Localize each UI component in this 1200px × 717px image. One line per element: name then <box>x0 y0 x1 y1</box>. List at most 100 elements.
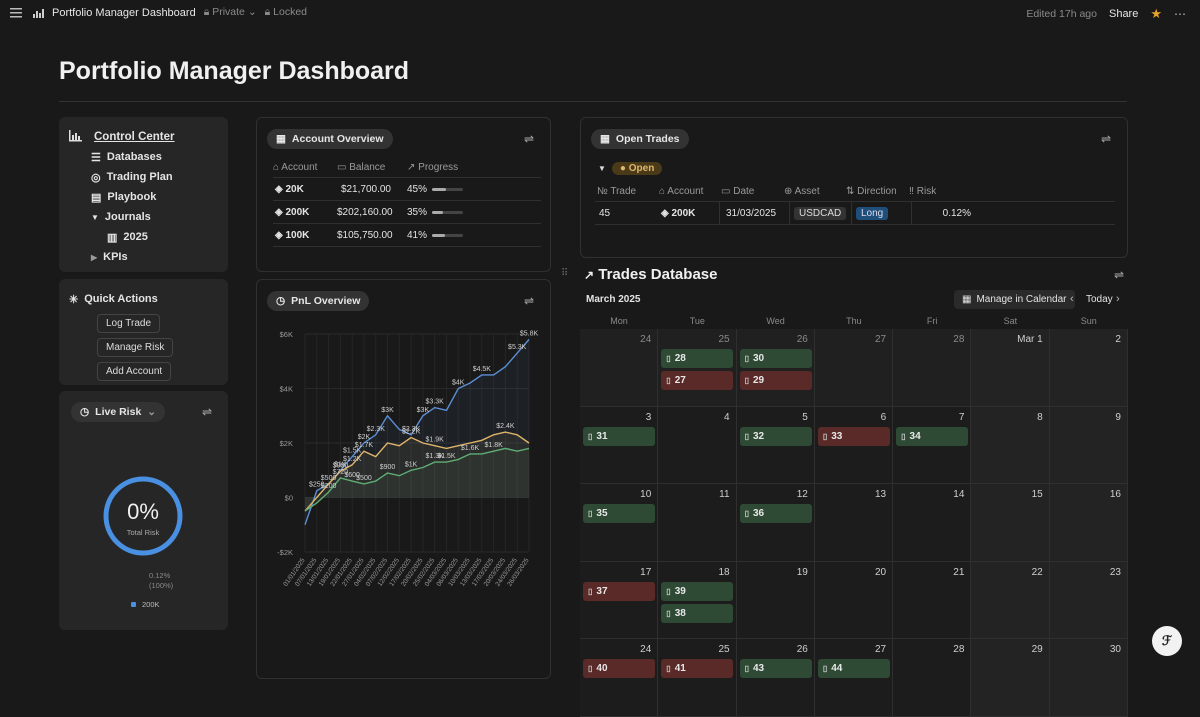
asset-chip: USDCAD <box>794 206 847 220</box>
trade-event-label: 35 <box>596 508 608 519</box>
nav-playbook[interactable]: ▤ Playbook <box>91 187 218 207</box>
trade-event[interactable]: ▯ 31 <box>583 426 655 446</box>
open-trades-pill[interactable]: ▦ Open Trades <box>591 129 689 149</box>
drag-handle-icon[interactable]: ⠿ <box>561 268 569 279</box>
help-button[interactable]: ℱ <box>1152 626 1182 656</box>
calendar-day[interactable]: 28 <box>893 639 972 717</box>
calendar-day[interactable]: 24 <box>580 329 659 407</box>
lock-status[interactable]: 🔒︎ Locked <box>264 6 307 18</box>
nav-label: Playbook <box>107 191 157 203</box>
breadcrumb-title[interactable]: Portfolio Manager Dashboard <box>52 6 196 19</box>
table-row[interactable]: ◈ 200K $202,160.00 35% <box>273 201 541 224</box>
nav-label: KPIs <box>103 251 128 263</box>
nav-journals[interactable]: ▼ Journals <box>91 207 218 227</box>
trade-event[interactable]: ▯ 39 <box>661 581 734 601</box>
triangle-down-icon: ▼ <box>598 164 606 173</box>
prev-month-button[interactable]: ‹ <box>1070 293 1074 305</box>
trade-event[interactable]: ▯ 32 <box>739 426 812 446</box>
data-label: $900 <box>380 464 396 471</box>
calendar-day[interactable]: 4 <box>658 406 737 484</box>
calendar-day[interactable]: 20 <box>814 561 894 639</box>
share-button[interactable]: Share <box>1108 8 1139 20</box>
trade-event[interactable]: ▯ 40 <box>583 659 655 678</box>
account-overview-label: Account Overview <box>291 133 384 145</box>
live-risk-label: Live Risk <box>95 406 142 418</box>
next-month-button[interactable]: › <box>1116 293 1120 305</box>
chart-icon <box>69 129 82 145</box>
trade-event[interactable]: ▯ 38 <box>661 603 734 623</box>
calendar-day[interactable]: 19 <box>736 561 815 639</box>
trade-event[interactable]: ▯ 44 <box>817 659 890 678</box>
calendar-day[interactable]: 2 <box>1049 329 1128 407</box>
progress-fill <box>432 187 446 191</box>
trade-event[interactable]: ▯ 30 <box>739 349 812 368</box>
table-row[interactable]: 45 ◈ 200K 31/03/2025 USDCAD Long 0.12% <box>595 201 1115 225</box>
group-open[interactable]: ▼ ● Open <box>598 162 663 175</box>
calendar-day[interactable]: 29 <box>971 639 1050 717</box>
calendar-day[interactable]: Mar 1 <box>971 329 1050 407</box>
trade-event[interactable]: ▯ 34 <box>896 426 969 446</box>
calendar-day[interactable]: 27 <box>814 329 894 407</box>
trades-db-heading[interactable]: ↗ Trades Database <box>584 266 717 283</box>
menu-icon[interactable] <box>10 7 24 19</box>
table-row[interactable]: ◈ 100K $105,750.00 41% <box>273 224 541 247</box>
calendar-day[interactable]: 15 <box>971 484 1050 562</box>
settings-icon[interactable]: ⇌ <box>201 405 212 419</box>
trade-event[interactable]: ▯ 37 <box>583 581 655 601</box>
trade-event[interactable]: ▯ 27 <box>661 371 734 390</box>
control-center-heading[interactable]: Control Center <box>69 127 218 147</box>
nav-trading-plan[interactable]: ◎ Trading Plan <box>91 167 218 187</box>
settings-icon[interactable]: ⇌ <box>1114 268 1125 282</box>
today-button[interactable]: Today <box>1086 294 1113 305</box>
trade-event[interactable]: ▯ 43 <box>739 659 812 678</box>
more-icon[interactable]: ⋯ <box>1174 7 1186 21</box>
nav-2025[interactable]: ▥ 2025 <box>107 227 218 247</box>
settings-icon[interactable]: ⇌ <box>523 132 534 146</box>
pnl-overview-pill[interactable]: ◷ PnL Overview <box>267 291 370 311</box>
trade-event[interactable]: ▯ 29 <box>739 371 812 390</box>
status-badge: ● Open <box>611 162 663 175</box>
cell-date: 31/03/2025 <box>719 201 789 225</box>
header-label: Date <box>733 186 755 197</box>
trades-db-title: Trades Database <box>598 266 718 283</box>
calendar-day[interactable]: 8 <box>971 406 1050 484</box>
calendar-day[interactable]: 9 <box>1049 406 1128 484</box>
star-icon[interactable]: ★ <box>1150 6 1162 21</box>
series-area <box>305 339 529 525</box>
trade-event-label: 32 <box>752 430 765 442</box>
trade-event[interactable]: ▯ 41 <box>661 659 734 678</box>
live-risk-pill[interactable]: ◷ Live Risk ⌄ <box>71 402 166 422</box>
calendar-day[interactable]: 22 <box>971 561 1050 639</box>
manage-risk-button[interactable]: Manage Risk <box>97 338 174 357</box>
account-overview-pill[interactable]: ▦ Account Overview <box>267 129 393 149</box>
settings-icon[interactable]: ⇌ <box>1100 132 1111 146</box>
y-tick-label: $2K <box>280 439 293 448</box>
calendar-day[interactable]: 28 <box>893 329 972 407</box>
settings-icon[interactable]: ⇌ <box>523 294 534 308</box>
calendar-day[interactable]: 14 <box>893 484 972 562</box>
calendar-day[interactable]: 13 <box>814 484 894 562</box>
trade-event-label: 36 <box>752 508 765 519</box>
privacy-dropdown[interactable]: 🔒︎ Private ⌄ <box>203 6 257 18</box>
trade-event-label: 33 <box>831 430 843 442</box>
trade-event[interactable]: ▯ 36 <box>739 504 812 523</box>
trade-event[interactable]: ▯ 35 <box>583 504 655 523</box>
day-number: 18 <box>718 566 730 578</box>
calendar-day[interactable]: 30 <box>1049 639 1128 717</box>
calendar-day[interactable]: 16 <box>1049 484 1128 562</box>
calendar-month: March 2025 <box>586 294 641 305</box>
calendar-day[interactable]: 23 <box>1049 561 1128 639</box>
manage-calendar-button[interactable]: ▦ Manage in Calendar <box>954 290 1075 309</box>
calendar-day[interactable]: 11 <box>658 484 737 562</box>
add-account-button[interactable]: Add Account <box>97 362 172 381</box>
table-row[interactable]: ◈ 20K $21,700.00 45% <box>273 178 541 201</box>
risk-ring <box>103 476 183 556</box>
trade-event[interactable]: ▯ 33 <box>817 426 890 446</box>
header-label: Trade <box>610 186 637 197</box>
trade-event[interactable]: ▯ 28 <box>661 349 734 368</box>
calendar-day[interactable]: 21 <box>893 561 972 639</box>
nav-databases[interactable]: ☰ Databases <box>91 147 218 167</box>
log-trade-button[interactable]: Log Trade <box>97 314 161 333</box>
risk-caption: Total Risk <box>126 528 160 537</box>
nav-kpis[interactable]: ▶ KPIs <box>91 247 218 267</box>
